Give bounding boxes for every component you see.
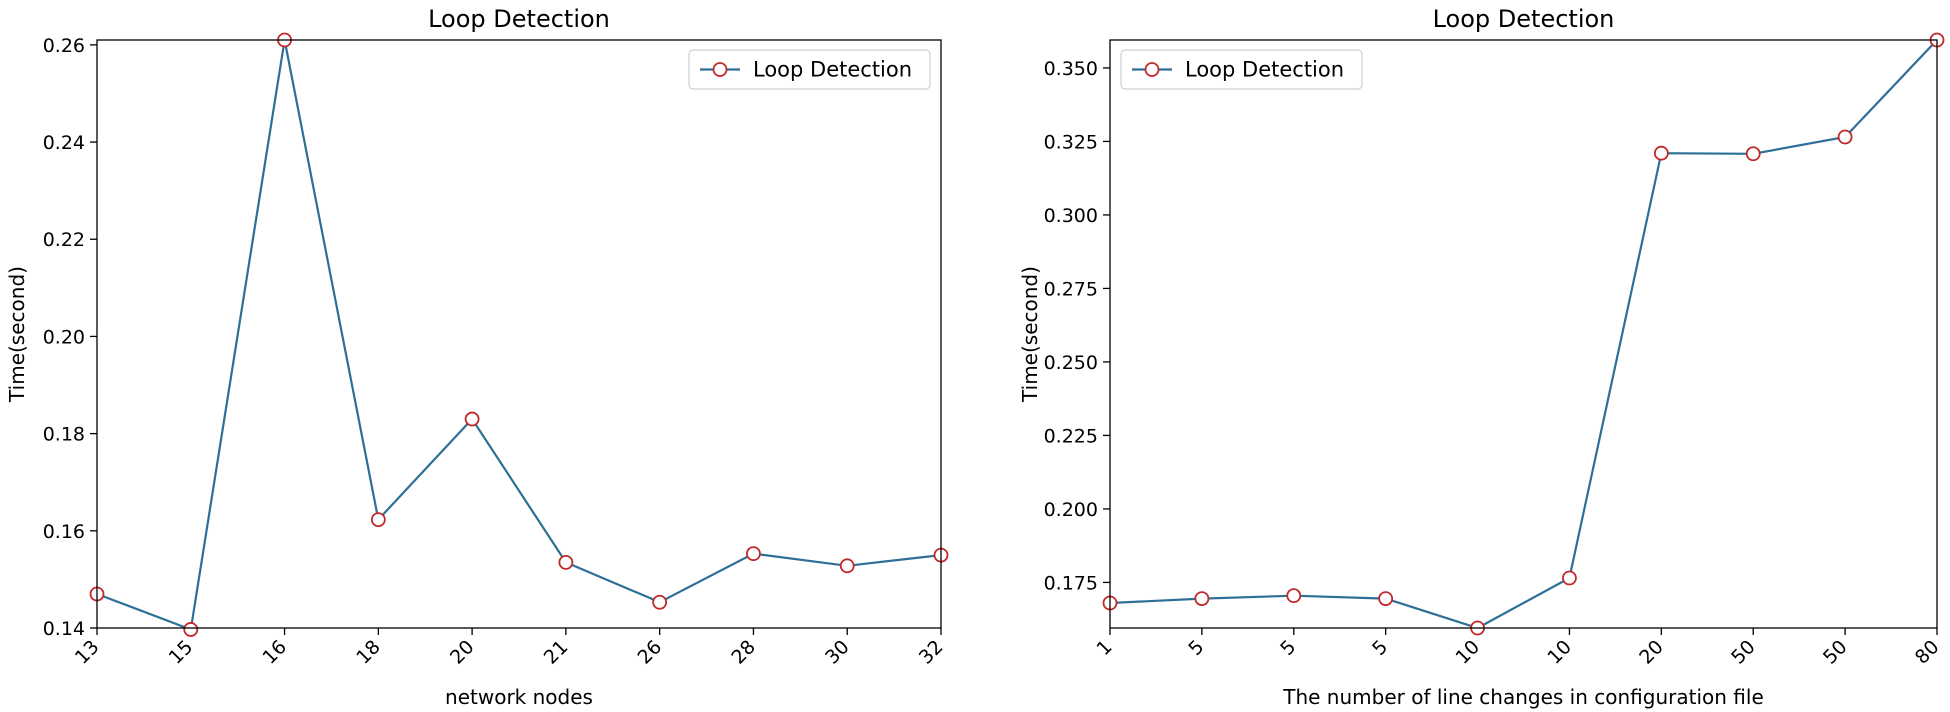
x-tick-label: 16	[258, 636, 291, 669]
y-tick-label: 0.14	[43, 618, 85, 640]
series-line-1	[1109, 39, 1938, 630]
x-tick-label: 5	[1276, 636, 1300, 660]
x-tick-label: 20	[446, 636, 479, 669]
data-point	[1837, 129, 1853, 145]
chart-title: Loop Detection	[1433, 5, 1615, 33]
y-tick-label: 0.225	[1044, 425, 1098, 447]
legend-box	[688, 49, 931, 90]
data-point	[1194, 591, 1210, 606]
y-tick-label: 0.300	[1044, 205, 1098, 227]
x-tick-label: 50	[1819, 636, 1852, 669]
data-point	[558, 554, 574, 570]
x-tick-label: 1	[1092, 636, 1116, 660]
legend-marker	[1144, 62, 1160, 77]
chart-2: Loop Detection 0.175 0.200 0.225 0.250 0.275 0…	[1018, 5, 1945, 709]
y-tick-label: 0.18	[43, 424, 85, 446]
y-tick-label: 0.175	[1044, 572, 1098, 594]
x-tick-label: 10	[1451, 636, 1484, 669]
data-point	[183, 622, 199, 637]
legend-box	[1120, 49, 1363, 90]
y-tick-label: 0.350	[1044, 58, 1098, 80]
x-axis-label: network nodes	[445, 685, 593, 709]
data-point	[652, 594, 668, 610]
plot-frame	[96, 39, 942, 629]
data-point	[1286, 588, 1302, 604]
data-point	[1378, 591, 1394, 606]
y-tick-label: 0.250	[1044, 352, 1098, 374]
y-tick-label: 0.275	[1044, 278, 1098, 300]
data-point	[1745, 146, 1761, 162]
data-point	[746, 546, 761, 562]
x-tick-label: 32	[915, 636, 948, 669]
y-tick-label: 0.22	[43, 229, 85, 251]
legend-label: Loop Detection	[1185, 58, 1344, 82]
chart-title: Loop Detection	[428, 5, 610, 33]
series-line-1	[96, 39, 942, 632]
x-tick-label: 5	[1368, 636, 1392, 660]
y-tick-label: 0.26	[43, 35, 85, 57]
data-point	[839, 558, 855, 574]
x-axis-label: The number of line changes in configurat…	[1282, 685, 1764, 709]
plot-frame	[1109, 39, 1938, 629]
x-tick-label: 50	[1727, 636, 1760, 669]
legend: Loop Detection	[688, 49, 931, 90]
y-tick-label: 0.16	[43, 521, 85, 543]
x-tick-label: 80	[1911, 636, 1944, 669]
x-tick-label: 30	[821, 636, 854, 669]
data-point	[464, 411, 480, 427]
legend-marker	[712, 62, 728, 77]
y-tick-label: 0.24	[43, 132, 85, 154]
x-tick-label: 10	[1543, 636, 1576, 669]
x-tick-label: 20	[1635, 636, 1668, 669]
x-tick-label: 18	[352, 636, 385, 669]
y-tick-label: 0.200	[1044, 499, 1098, 521]
x-tick-label: 26	[634, 636, 667, 669]
y-axis-label: Time(second)	[1018, 266, 1042, 403]
x-tick-label: 5	[1184, 636, 1208, 660]
chart-1: Loop Detection 0.14 0.16 0.18 0.20 0.22 0.24 0.…	[5, 5, 949, 709]
data-point	[1562, 570, 1577, 586]
x-tick-label: 21	[540, 636, 573, 669]
y-tick-label: 0.20	[43, 326, 85, 348]
data-point	[1653, 145, 1669, 161]
y-tick-label: 0.325	[1044, 131, 1098, 153]
y-axis-label: Time(second)	[5, 266, 29, 403]
x-tick-label: 13	[71, 636, 104, 669]
x-tick-label: 28	[727, 636, 760, 669]
data-point	[370, 512, 386, 528]
x-tick-label: 15	[165, 636, 198, 669]
legend: Loop Detection	[1120, 49, 1363, 90]
legend-label: Loop Detection	[753, 58, 912, 82]
